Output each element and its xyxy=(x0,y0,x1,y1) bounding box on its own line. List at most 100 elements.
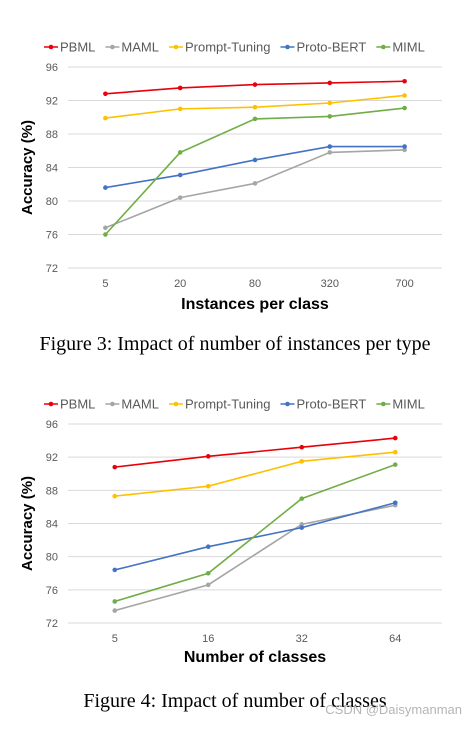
chart-number-of-classes: PBML MAML Prompt-Tuning Proto-BERT MIML 72 76 8… xyxy=(19,397,442,666)
series-line-prompt-tuning xyxy=(114,451,396,497)
data-point-pbml xyxy=(112,464,118,470)
data-point-proto-bert xyxy=(177,172,183,178)
data-point-maml xyxy=(252,181,258,186)
legend-label: MAML xyxy=(121,397,159,412)
data-point-miml xyxy=(103,232,108,237)
data-point-pbml xyxy=(392,435,398,441)
y-tick-label: 96 xyxy=(46,62,58,74)
watermark: CSDN @Daisymanman xyxy=(325,702,462,717)
legend-entry-proto-bert: Proto-BERT xyxy=(280,40,366,55)
x-tick-label: 700 xyxy=(395,278,413,290)
y-tick-label: 88 xyxy=(46,485,58,497)
y-tick-label: 96 xyxy=(46,419,58,431)
x-axis-label: Instances per class xyxy=(181,296,329,313)
data-point-miml xyxy=(327,114,333,119)
x-tick-label: 5 xyxy=(102,278,108,290)
data-point-proto-bert xyxy=(103,185,108,190)
y-tick-label: 80 xyxy=(46,552,58,564)
legend-entry-prompt-tuning: Prompt-Tuning xyxy=(168,397,271,412)
legend-swatch-marker xyxy=(48,401,54,407)
y-axis-label: Accuracy (%) xyxy=(19,476,36,571)
y-tick-label: 84 xyxy=(46,163,58,175)
series-line-proto-bert xyxy=(114,501,396,571)
legend-swatch-marker xyxy=(285,401,290,407)
data-point-miml xyxy=(299,496,305,501)
data-point-pbml xyxy=(177,85,183,91)
series-line-miml xyxy=(114,463,396,603)
data-point-miml xyxy=(112,599,118,604)
legend-swatch-marker xyxy=(173,401,179,407)
x-tick-label: 320 xyxy=(321,278,339,290)
legend-swatch-marker xyxy=(110,44,115,50)
legend-swatch-marker xyxy=(48,44,54,50)
figure-4-caption: Figure 4: Impact of number of classes xyxy=(83,690,387,712)
figure-3-caption: Figure 3: Impact of number of instances … xyxy=(39,333,431,355)
y-tick-label: 72 xyxy=(46,263,58,275)
data-point-maml xyxy=(103,225,108,231)
y-axis-label: Accuracy (%) xyxy=(19,120,36,215)
data-point-proto-bert xyxy=(327,144,333,149)
y-tick-label: 92 xyxy=(46,96,58,108)
data-point-proto-bert xyxy=(299,525,305,530)
legend-entry-miml: MIML xyxy=(376,397,425,412)
series-line-pbml xyxy=(114,437,396,468)
data-point-proto-bert xyxy=(252,157,258,163)
data-point-pbml xyxy=(299,444,305,450)
legend-swatch-marker xyxy=(110,401,115,407)
chart-instances-per-class: PBML MAML Prompt-Tuning Proto-BERT MIML 72 76 8… xyxy=(19,40,442,313)
data-point-prompt-tuning xyxy=(112,493,118,499)
legend-entry-prompt-tuning: Prompt-Tuning xyxy=(168,40,271,55)
data-point-pbml xyxy=(205,454,211,459)
legend-label: Proto-BERT xyxy=(296,397,366,412)
legend-label: Prompt-Tuning xyxy=(185,40,271,55)
data-point-pbml xyxy=(402,78,407,84)
legend-label: MIML xyxy=(392,397,425,412)
x-tick-label: 32 xyxy=(296,633,308,645)
data-point-miml xyxy=(205,570,211,576)
data-point-prompt-tuning xyxy=(205,483,211,489)
series-line-maml xyxy=(114,504,396,612)
series-line-miml xyxy=(104,107,405,236)
x-tick-label: 64 xyxy=(389,633,401,645)
legend-label: PBML xyxy=(60,40,95,55)
legend-swatch-marker xyxy=(381,401,386,407)
legend-entry-pbml: PBML xyxy=(44,40,95,55)
data-point-maml xyxy=(327,150,333,155)
data-point-maml xyxy=(112,608,118,613)
data-point-miml xyxy=(392,462,398,467)
data-point-prompt-tuning xyxy=(402,93,407,98)
y-tick-label: 76 xyxy=(46,585,58,597)
data-point-prompt-tuning xyxy=(299,459,305,464)
x-axis-label: Number of classes xyxy=(184,649,326,666)
data-point-prompt-tuning xyxy=(103,115,108,121)
y-tick-label: 92 xyxy=(46,452,58,464)
x-tick-label: 16 xyxy=(202,633,214,645)
y-tick-label: 76 xyxy=(46,230,58,242)
data-point-proto-bert xyxy=(392,500,398,506)
legend-label: MAML xyxy=(121,40,159,55)
data-point-pbml xyxy=(103,91,108,97)
data-point-pbml xyxy=(252,82,258,87)
legend-label: Proto-BERT xyxy=(296,40,366,55)
data-point-prompt-tuning xyxy=(327,100,333,106)
data-point-maml xyxy=(177,195,183,200)
y-tick-label: 84 xyxy=(46,519,58,531)
data-point-proto-bert xyxy=(205,544,211,550)
data-point-proto-bert xyxy=(402,144,407,149)
data-point-maml xyxy=(299,522,305,527)
y-tick-label: 80 xyxy=(46,196,58,208)
data-point-miml xyxy=(252,116,258,122)
data-point-prompt-tuning xyxy=(392,449,398,455)
legend-label: MIML xyxy=(392,40,425,55)
legend-label: Prompt-Tuning xyxy=(185,397,271,412)
legend-entry-maml: MAML xyxy=(105,397,159,412)
data-point-prompt-tuning xyxy=(252,104,258,110)
data-point-prompt-tuning xyxy=(177,106,183,112)
y-tick-label: 88 xyxy=(46,129,58,141)
x-tick-label: 20 xyxy=(174,278,186,290)
x-tick-label: 5 xyxy=(112,633,118,645)
legend-entry-proto-bert: Proto-BERT xyxy=(280,397,366,412)
x-tick-label: 80 xyxy=(249,278,261,290)
legend-entry-maml: MAML xyxy=(105,40,159,55)
legend-label: PBML xyxy=(60,397,95,412)
